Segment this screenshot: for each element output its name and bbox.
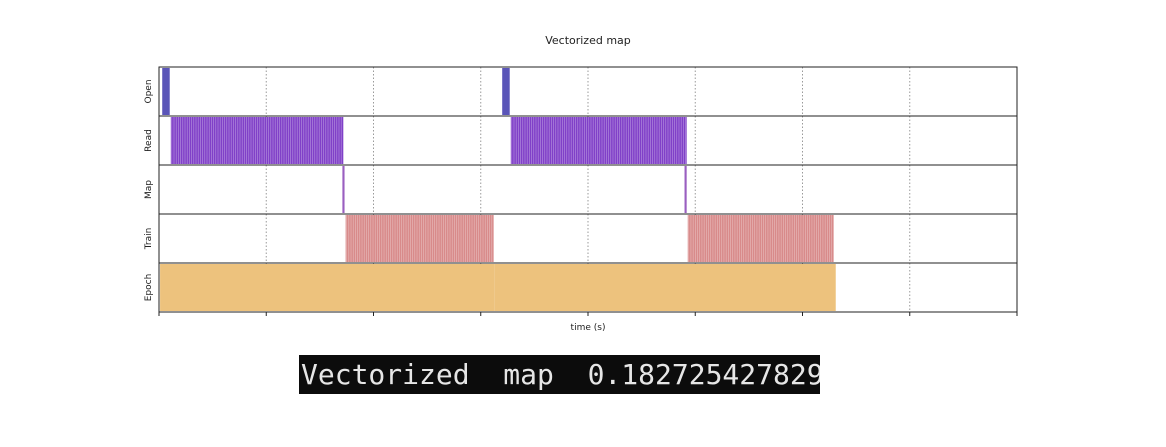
row-label-train: Train bbox=[144, 228, 154, 251]
chart-title: Vectorized map bbox=[545, 34, 631, 47]
event-bar-train bbox=[345, 215, 494, 262]
event-bar-open bbox=[162, 68, 170, 115]
event-bar-read bbox=[170, 117, 344, 164]
event-bar-epoch bbox=[160, 264, 495, 311]
console-output: Vectorized map 0.182725427829 bbox=[299, 355, 820, 394]
event-bar-map bbox=[342, 166, 345, 213]
event-bar-open bbox=[502, 68, 510, 115]
event-bar-epoch bbox=[494, 264, 836, 311]
row-label-map: Map bbox=[144, 180, 154, 199]
event-bar-train bbox=[687, 215, 834, 262]
plot-area: Open Read Map Train Epoch bbox=[144, 66, 1018, 316]
x-axis-label: time (s) bbox=[571, 323, 606, 333]
row-label-open: Open bbox=[144, 79, 154, 103]
row-label-epoch: Epoch bbox=[144, 274, 154, 302]
event-bar-read bbox=[510, 117, 687, 164]
row-label-read: Read bbox=[144, 129, 154, 152]
event-bar-map bbox=[684, 166, 687, 213]
